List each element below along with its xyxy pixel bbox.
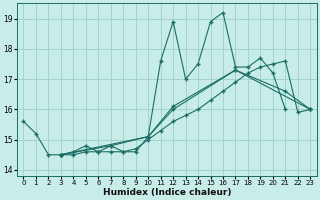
X-axis label: Humidex (Indice chaleur): Humidex (Indice chaleur) [103,188,231,197]
